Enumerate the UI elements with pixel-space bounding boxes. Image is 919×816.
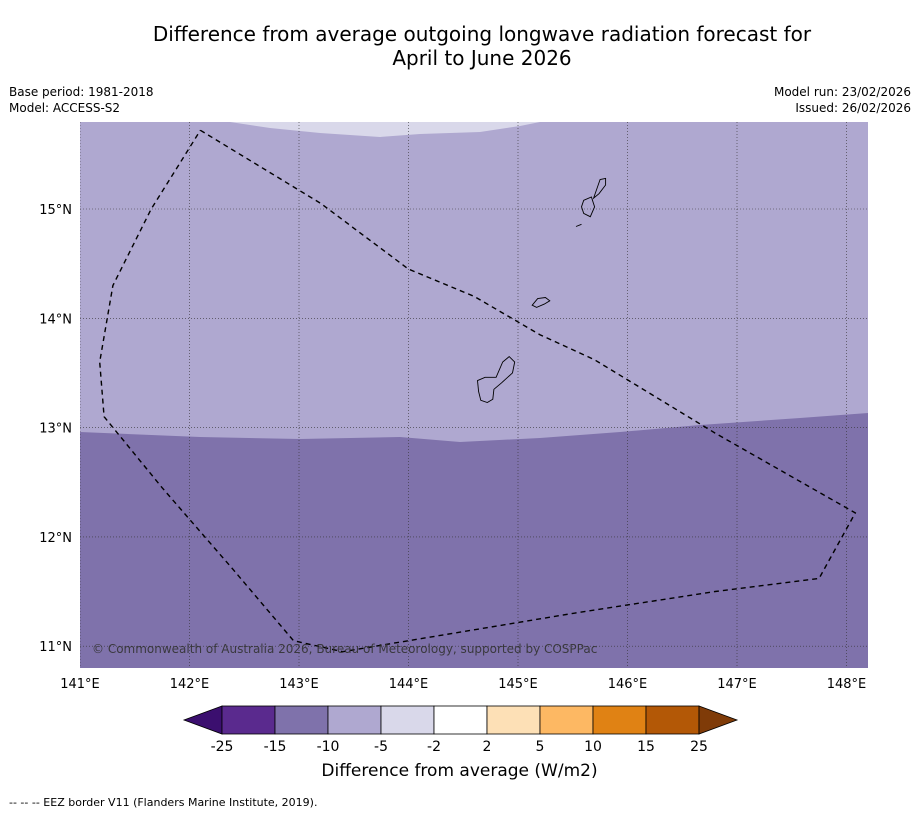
graticule <box>80 122 868 668</box>
eez-footnote: -- -- -- EEZ border V11 (Flanders Marine… <box>9 796 318 809</box>
latitude-tick-label: 11°N <box>39 640 72 655</box>
longitude-tick-label: 147°E <box>717 677 757 692</box>
longitude-tick-label: 144°E <box>389 677 429 692</box>
island-outline <box>575 223 582 227</box>
colorbar-label: Difference from average (W/m2) <box>321 761 598 781</box>
latitude-tick-label: 14°N <box>39 312 72 327</box>
island-outline <box>531 297 551 308</box>
longitude-tick-label: 142°E <box>170 677 210 692</box>
map-figure: © Commonwealth of Australia 2026, Bureau… <box>39 122 868 692</box>
meta-right: Model run: 23/02/2026 Issued: 26/02/2026 <box>774 84 911 116</box>
island-outlines <box>477 177 607 403</box>
longitude-tick-label: 141°E <box>60 677 100 692</box>
latitude-tick-label: 13°N <box>39 422 72 437</box>
eez-border-line <box>98 129 857 653</box>
model-name: Model: ACCESS-S2 <box>9 101 121 115</box>
island-outline <box>477 355 516 403</box>
latitude-tick-label: 12°N <box>39 531 72 546</box>
title-line-2: April to June 2026 <box>392 46 572 70</box>
anomaly-field-low <box>80 122 868 442</box>
base-period: Base period: 1981-2018 <box>9 85 154 99</box>
title-line-1: Difference from average outgoing longwav… <box>152 22 812 46</box>
chart-title: Difference from average outgoing longwav… <box>20 22 919 70</box>
model-run: Model run: 23/02/2026 <box>773 85 911 99</box>
longitude-tick-label: 146°E <box>608 677 648 692</box>
latitude-labels: 15°N 14°N 13°N 12°N 11°N <box>39 203 72 655</box>
meta-left: Base period: 1981-2018 Model: ACCESS-S2 <box>9 84 154 116</box>
latitude-tick-label: 15°N <box>39 203 72 218</box>
island-outline <box>592 177 607 200</box>
longitude-tick-label: 145°E <box>498 677 538 692</box>
longitude-labels: 141°E 142°E 143°E 144°E 145°E 146°E 147°E 148°E <box>60 677 866 692</box>
longitude-tick-label: 143°E <box>279 677 319 692</box>
copyright-text: © Commonwealth of Australia 2026, Bureau… <box>92 642 597 656</box>
anomaly-field-very-low <box>230 122 540 137</box>
island-outline <box>581 196 596 218</box>
longitude-tick-label: 148°E <box>827 677 867 692</box>
issued-date: Issued: 26/02/2026 <box>795 101 911 115</box>
